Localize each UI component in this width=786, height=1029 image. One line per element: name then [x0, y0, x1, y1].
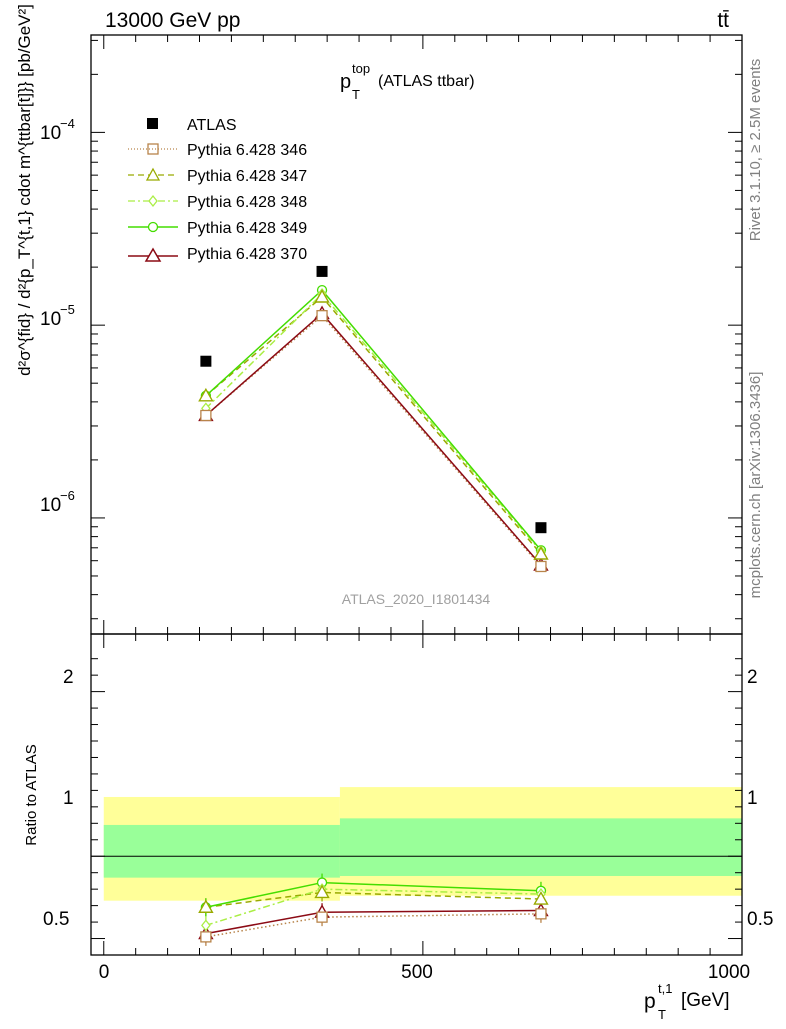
ratio-series-line [205, 909, 541, 935]
main-title-sub: T [352, 87, 360, 102]
legend-entry: Pythia 6.428 349 [128, 220, 307, 237]
legend-marker [147, 221, 159, 233]
legend-marker [148, 194, 158, 208]
svg-text:−5: −5 [60, 302, 75, 317]
ratio-plot-frame [90, 633, 743, 956]
ratio-data-point [198, 899, 214, 913]
legend-entry: Pythia 6.428 347 [128, 167, 307, 185]
xtick-label: 0 [99, 962, 110, 983]
main-title-symbol: p [340, 71, 351, 93]
ratio-data-point [314, 884, 330, 899]
legend-label: Pythia 6.428 349 [187, 220, 307, 237]
ratio-ytick-label: 2 [63, 667, 74, 688]
rivet-version-label: Rivet 3.1.10, ≥ 2.5M events [747, 59, 764, 242]
analysis-watermark: ATLAS_2020_I1801434 [342, 591, 491, 607]
legend: ATLAS Pythia 6.428 346 Pythia 6.428 347 … [128, 117, 307, 263]
data-point [198, 387, 214, 402]
ratio-ytick-label-right: 0.5 [747, 909, 773, 930]
ratio-uncertainty-bands [91, 787, 742, 901]
process-label: tt̄ [717, 9, 729, 32]
legend-marker [144, 247, 162, 262]
svg-text:10: 10 [40, 495, 61, 516]
main-series-lines [205, 289, 542, 567]
ratio-data-point [535, 908, 547, 920]
legend-entry: Pythia 6.428 346 [128, 142, 307, 159]
ratio-ylabel: Ratio to ATLAS [23, 744, 40, 845]
ratio-ytick-label-right: 2 [747, 667, 758, 688]
series-line [205, 289, 542, 551]
legend-label: ATLAS [187, 117, 237, 134]
svg-text:[GeV]: [GeV] [681, 990, 730, 1011]
main-series-markers [198, 265, 549, 573]
svg-text:−4: −4 [60, 116, 75, 131]
legend-marker [145, 167, 161, 181]
main-title-sup: top [352, 61, 370, 76]
svg-text:10: 10 [40, 123, 61, 144]
series-line [205, 295, 542, 555]
ratio-series-line [205, 891, 541, 909]
legend-entry: Pythia 6.428 370 [128, 246, 307, 263]
legend-entry: ATLAS [147, 117, 237, 134]
ratio-ytick-label-right: 1 [747, 788, 758, 809]
ratio-series-line [205, 913, 541, 938]
ratio-data-point [200, 931, 212, 943]
svg-text:p: p [644, 990, 656, 1013]
series-line [205, 292, 542, 552]
ratio-series-markers [198, 877, 549, 943]
ratio-ytick-label: 0.5 [43, 909, 69, 930]
ratio-data-point [316, 911, 328, 923]
main-ylabel: d²σ^{fid} / d²{p_T^{t,1} cdot m^{ttbar[t… [15, 4, 34, 376]
main-ytick-label: 10 −6 [40, 488, 75, 516]
data-point [316, 310, 328, 322]
xtick-label: 500 [401, 962, 433, 983]
ratio-band-green [103, 824, 340, 878]
data-point [200, 355, 212, 367]
legend-label: Pythia 6.428 348 [187, 194, 307, 211]
plot-frames [90, 34, 743, 956]
data-point [533, 546, 549, 560]
data-point [314, 289, 330, 303]
svg-text:t,1: t,1 [658, 981, 672, 996]
ratio-band-green [339, 818, 742, 876]
xtick-label: 1000 [708, 962, 750, 983]
mcplots-label: mcplots.cern.ch [arXiv:1306.3436] [747, 372, 764, 599]
legend-marker [147, 143, 159, 155]
legend-label: Pythia 6.428 370 [187, 246, 307, 263]
legend-label: Pythia 6.428 346 [187, 142, 307, 159]
main-ytick-label: 10 −5 [40, 302, 75, 330]
data-point [200, 409, 212, 422]
svg-text:10: 10 [40, 309, 61, 330]
energy-label: 13000 GeV pp [105, 9, 240, 32]
ratio-data-point [533, 891, 549, 905]
data-point [316, 265, 328, 277]
ratio-data-point [201, 919, 211, 932]
svg-text:T: T [658, 1007, 666, 1022]
legend-entry: Pythia 6.428 348 [128, 194, 307, 211]
main-title: (ATLAS ttbar) [378, 73, 475, 90]
main-ytick-label: 10 −4 [40, 116, 75, 144]
legend-marker [147, 118, 158, 129]
data-point [535, 522, 547, 534]
legend-label: Pythia 6.428 347 [187, 168, 307, 185]
svg-text:−6: −6 [60, 488, 75, 503]
data-point [535, 560, 547, 573]
axis-ticks [91, 35, 743, 955]
xaxis-label: p t,1 T [GeV] [644, 981, 730, 1022]
ratio-ytick-label: 1 [63, 788, 74, 809]
